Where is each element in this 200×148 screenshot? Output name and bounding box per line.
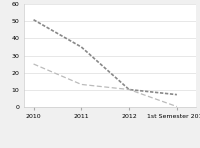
Mission-related human rights violations bbox=[176, 94, 178, 96]
Mission-related human rights violations bbox=[80, 46, 83, 48]
Personal in nature bbox=[176, 106, 178, 107]
Personal in nature bbox=[32, 63, 35, 65]
Mission-related human rights violations bbox=[32, 19, 35, 21]
Personal in nature bbox=[128, 89, 130, 90]
Line: Personal in nature: Personal in nature bbox=[34, 64, 177, 107]
Mission-related human rights violations bbox=[128, 89, 130, 90]
Personal in nature bbox=[80, 83, 83, 85]
Line: Mission-related human rights violations: Mission-related human rights violations bbox=[34, 20, 177, 95]
